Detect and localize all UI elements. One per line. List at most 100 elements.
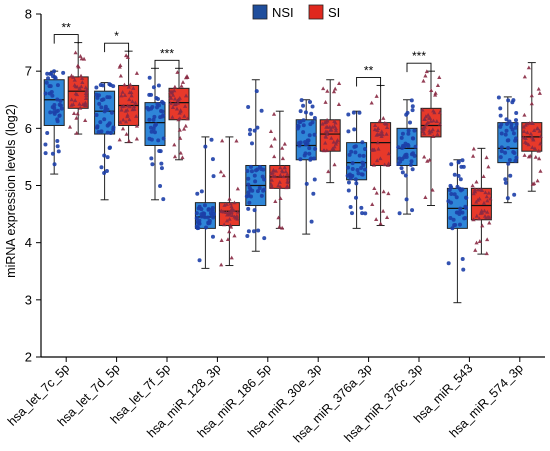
data-point-si	[437, 121, 443, 126]
data-point-si	[332, 162, 337, 167]
data-point-si	[523, 140, 528, 144]
data-point-si	[536, 86, 541, 91]
data-point-nsi	[152, 130, 157, 135]
data-point-nsi	[55, 117, 60, 122]
data-point-si	[75, 111, 80, 116]
data-point-nsi	[357, 110, 362, 115]
data-point-nsi	[399, 166, 404, 171]
data-point-nsi	[52, 162, 57, 167]
data-point-nsi	[448, 183, 453, 188]
data-point-nsi	[511, 150, 516, 155]
data-point-nsi	[252, 128, 257, 133]
data-point-si	[175, 70, 180, 74]
data-point-si	[132, 104, 137, 109]
data-point-nsi	[156, 138, 161, 143]
data-point-nsi	[410, 136, 415, 141]
data-point-si	[477, 196, 482, 201]
data-point-nsi	[452, 223, 457, 228]
data-point-si	[170, 115, 175, 119]
data-point-si	[433, 90, 438, 95]
data-point-nsi	[507, 157, 512, 162]
data-point-si	[529, 101, 534, 106]
data-point-si	[170, 92, 176, 97]
data-point-si	[172, 142, 177, 147]
data-point-nsi	[349, 149, 354, 154]
data-point-si	[423, 195, 428, 199]
data-point-nsi	[410, 108, 415, 113]
data-point-nsi	[194, 211, 199, 216]
data-point-nsi	[99, 105, 104, 110]
data-point-si	[269, 182, 274, 186]
data-point-nsi	[52, 102, 57, 107]
data-point-nsi	[159, 166, 164, 171]
data-point-nsi	[56, 149, 61, 154]
data-point-si	[169, 89, 175, 94]
data-point-si	[485, 209, 490, 214]
data-point-si	[431, 118, 436, 123]
data-point-si	[471, 217, 476, 222]
data-point-nsi	[514, 121, 519, 126]
data-point-si	[128, 82, 133, 87]
data-point-si	[180, 155, 185, 160]
data-point-nsi	[256, 228, 261, 233]
data-point-nsi	[452, 172, 457, 177]
data-point-nsi	[412, 128, 417, 133]
data-point-nsi	[206, 220, 211, 225]
data-point-si	[77, 86, 82, 91]
data-point-nsi	[312, 132, 317, 137]
data-point-si	[172, 84, 178, 89]
data-point-si	[134, 114, 139, 118]
data-point-nsi	[197, 258, 202, 263]
data-point-si	[280, 146, 285, 150]
data-point-si	[379, 129, 384, 134]
data-point-si	[325, 118, 330, 123]
data-point-nsi	[250, 188, 255, 193]
data-point-si	[323, 129, 329, 134]
data-point-nsi	[446, 261, 451, 266]
data-point-nsi	[458, 177, 463, 182]
data-point-si	[124, 131, 129, 136]
data-point-nsi	[410, 208, 415, 213]
data-point-nsi	[305, 138, 310, 143]
data-point-nsi	[46, 76, 51, 81]
data-point-si	[424, 122, 429, 127]
data-point-si	[122, 93, 128, 97]
data-point-si	[69, 97, 74, 102]
data-point-nsi	[309, 219, 314, 224]
data-point-nsi	[304, 181, 309, 186]
data-point-si	[372, 127, 378, 132]
data-point-nsi	[464, 205, 469, 210]
data-point-nsi	[505, 196, 510, 201]
data-point-si	[177, 116, 182, 121]
data-point-si	[235, 186, 240, 191]
data-point-si	[273, 199, 278, 204]
data-point-nsi	[400, 145, 405, 150]
data-point-si	[120, 126, 126, 131]
data-point-si	[422, 117, 427, 121]
data-point-nsi	[43, 142, 48, 147]
data-point-nsi	[161, 197, 166, 202]
data-point-si	[69, 73, 74, 78]
data-point-nsi	[298, 119, 303, 124]
data-point-nsi	[252, 173, 257, 178]
data-point-si	[333, 128, 339, 133]
data-point-nsi	[203, 144, 208, 149]
data-point-si	[285, 172, 290, 176]
data-point-si	[374, 217, 379, 221]
data-point-nsi	[247, 200, 252, 205]
data-point-si	[272, 136, 277, 141]
data-point-nsi	[159, 161, 164, 166]
significance-bracket	[356, 77, 382, 87]
data-point-si	[481, 174, 486, 178]
data-point-si	[285, 179, 290, 184]
data-point-si	[72, 83, 77, 87]
data-point-si	[374, 190, 379, 195]
data-point-si	[71, 102, 76, 106]
data-point-nsi	[459, 164, 464, 169]
data-point-si	[526, 65, 531, 70]
data-point-si	[232, 200, 237, 205]
data-point-si	[485, 237, 490, 242]
data-point-nsi	[210, 157, 215, 162]
data-point-nsi	[301, 130, 306, 135]
data-point-nsi	[149, 92, 154, 97]
